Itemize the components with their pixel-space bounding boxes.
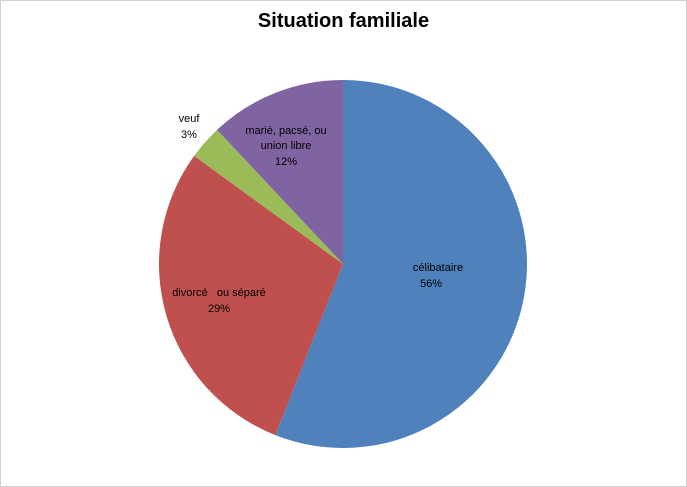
pie-slice-veuf bbox=[194, 129, 343, 264]
slice-label-celibataire: célibataire bbox=[413, 262, 463, 274]
slice-label-veuf: veuf bbox=[179, 113, 201, 125]
chart-title: Situation familiale bbox=[257, 10, 430, 32]
slice-percent-veuf: 3% bbox=[181, 129, 197, 141]
pie-slice-marie bbox=[217, 80, 343, 264]
slice-label-marie-line1: marié, pacsé, ou bbox=[245, 125, 326, 137]
slice-label-divorce: divorcé ou séparé bbox=[172, 287, 266, 299]
slice-percent-divorce: 29% bbox=[208, 303, 230, 315]
slice-label-marie-line2: union libre bbox=[261, 140, 312, 152]
pie-slice-divorce bbox=[159, 155, 343, 436]
slice-percent-marie: 12% bbox=[275, 156, 297, 168]
pie-slice-celibataire bbox=[275, 80, 528, 448]
slice-percent-celibataire: 56% bbox=[420, 278, 442, 290]
